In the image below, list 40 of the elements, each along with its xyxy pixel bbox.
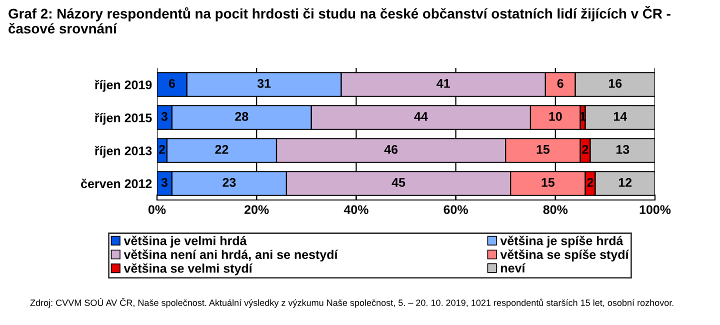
x-tick-label: 40%: [344, 205, 368, 214]
legend-label: neví: [501, 263, 526, 273]
data-label: 12: [618, 178, 632, 187]
x-tick-label: 20%: [244, 205, 269, 214]
data-label: 6: [557, 79, 564, 88]
data-label: 14: [614, 112, 628, 121]
text: Zdroj: CVVM SOÚ AV ČR, Naše společnost. Aktuální výsledky z výzkumu Naše společnost, 5. – 20. 10. 2019, 1021 respondentů starších 15 let, osobní rozhovor.: [30, 298, 674, 308]
data-label: 10: [549, 112, 562, 121]
data-label: 31: [257, 79, 271, 88]
data-label: 13: [616, 145, 630, 154]
data-label: 46: [384, 145, 398, 154]
y-tick-label: říjen 2013: [94, 146, 152, 158]
data-label: 45: [392, 178, 406, 187]
data-label: 15: [536, 145, 550, 154]
data-label: 2: [158, 145, 165, 154]
data-label: 2: [582, 145, 588, 154]
legend-label: většina není ani hrdá, ani se nestydí: [124, 250, 338, 262]
legend-label: většina se spíše stydí: [500, 250, 630, 262]
data-label: 23: [222, 178, 236, 187]
x-tick-label: 60%: [444, 205, 468, 214]
legend-label: většina se velmi stydí: [124, 263, 253, 276]
chart-title: Graf 2: Názory respondentů na pocit hrdosti či studu na české občanství ostatních lidí žijících v ČR - časové srovnání: [8, 6, 670, 34]
legend-label: většina je spíše hrdá: [500, 236, 624, 248]
data-label: 3: [161, 112, 168, 121]
data-label: 41: [436, 79, 450, 88]
data-label: 6: [168, 79, 175, 88]
x-tick-label: 0%: [148, 205, 166, 214]
y-tick-label: červen 2012: [81, 178, 152, 188]
data-label: 22: [215, 145, 228, 154]
x-tick-label: 100%: [640, 205, 671, 214]
y-tick-label: říjen 2015: [94, 112, 152, 125]
y-tick-label: říjen 2019: [94, 80, 152, 92]
legend-label: většina je velmi hrdá: [124, 236, 247, 248]
x-tick-label: 80%: [543, 205, 568, 214]
data-label: 44: [414, 112, 428, 121]
data-label: 2: [587, 178, 594, 187]
data-label: 3: [161, 178, 168, 187]
data-label: 16: [608, 79, 622, 88]
data-label: 15: [542, 178, 555, 187]
data-label: 28: [235, 112, 248, 121]
